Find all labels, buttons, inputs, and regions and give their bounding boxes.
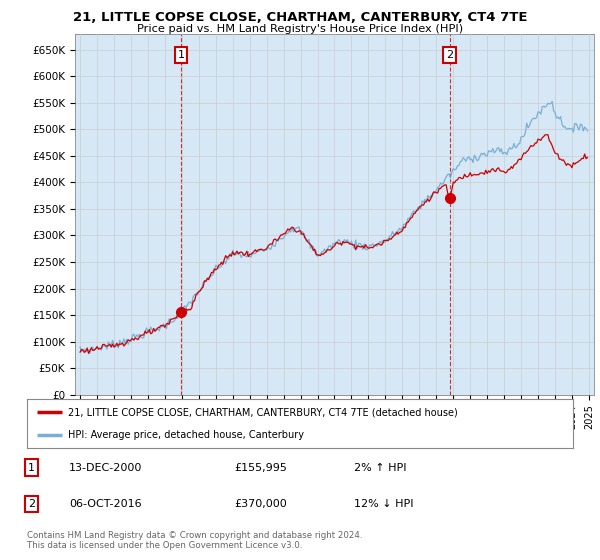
Text: HPI: Average price, detached house, Canterbury: HPI: Average price, detached house, Cant… (68, 430, 304, 440)
Text: 21, LITTLE COPSE CLOSE, CHARTHAM, CANTERBURY, CT4 7TE (detached house): 21, LITTLE COPSE CLOSE, CHARTHAM, CANTER… (68, 407, 458, 417)
Text: £155,995: £155,995 (234, 463, 287, 473)
Text: 21, LITTLE COPSE CLOSE, CHARTHAM, CANTERBURY, CT4 7TE: 21, LITTLE COPSE CLOSE, CHARTHAM, CANTER… (73, 11, 527, 24)
Text: Contains HM Land Registry data © Crown copyright and database right 2024.
This d: Contains HM Land Registry data © Crown c… (27, 531, 362, 550)
Text: 2: 2 (446, 50, 453, 60)
Text: 2: 2 (28, 499, 35, 509)
Text: 1: 1 (178, 50, 185, 60)
Text: 06-OCT-2016: 06-OCT-2016 (69, 499, 142, 509)
Text: Price paid vs. HM Land Registry's House Price Index (HPI): Price paid vs. HM Land Registry's House … (137, 24, 463, 34)
Text: 1: 1 (28, 463, 35, 473)
Text: 12% ↓ HPI: 12% ↓ HPI (354, 499, 413, 509)
Text: 13-DEC-2000: 13-DEC-2000 (69, 463, 142, 473)
Text: 2% ↑ HPI: 2% ↑ HPI (354, 463, 407, 473)
Text: £370,000: £370,000 (234, 499, 287, 509)
